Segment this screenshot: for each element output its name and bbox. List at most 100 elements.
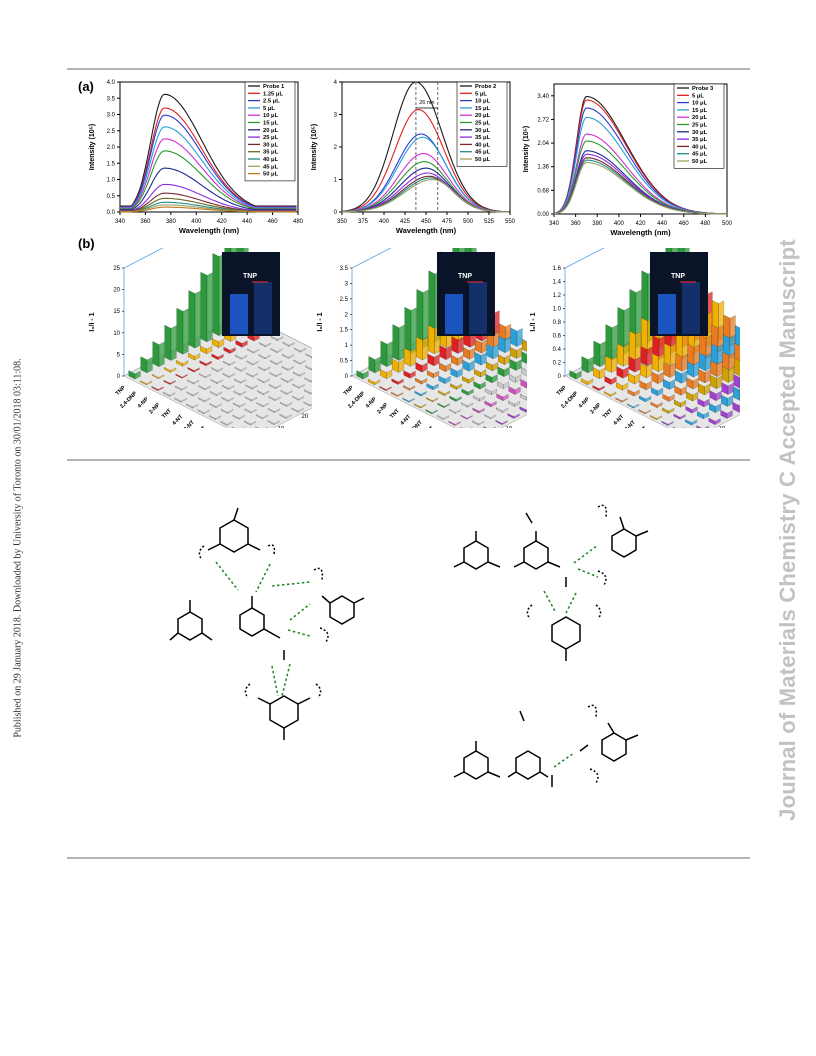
category-label: 4-NP xyxy=(365,396,378,409)
bar-side xyxy=(286,402,293,407)
legend-label: 15 μL xyxy=(263,121,279,127)
bar-side xyxy=(227,397,234,402)
bar-side xyxy=(575,370,582,380)
y-tick-label: 4 xyxy=(334,80,338,86)
bar-side xyxy=(623,343,630,367)
bar-front xyxy=(640,346,648,367)
bar-side xyxy=(491,388,498,396)
category-label: 4-NT xyxy=(171,413,184,426)
bar-side xyxy=(478,420,485,426)
bar-side xyxy=(265,342,272,348)
bar-side xyxy=(420,403,427,409)
y-tick-label: 1.6 xyxy=(553,266,562,272)
bar-side xyxy=(513,413,520,419)
y-tick-label: 0.0 xyxy=(107,210,116,216)
bar-side xyxy=(374,379,381,386)
bar-side xyxy=(275,384,282,389)
bar-side xyxy=(444,390,451,396)
bar-side xyxy=(226,421,233,426)
bar-side xyxy=(525,409,527,413)
bar-side xyxy=(310,380,312,383)
y-tick-label: 1.5 xyxy=(107,161,116,167)
bar-side xyxy=(398,324,405,361)
bar-side xyxy=(421,378,428,385)
bar-front xyxy=(380,340,388,367)
x-tick-label: 375 xyxy=(358,219,369,225)
x-tick-label: 425 xyxy=(400,219,411,225)
legend-label: 10 μL xyxy=(475,99,491,105)
binding-scheme-right-bottom xyxy=(453,704,639,787)
bar-side xyxy=(146,356,153,374)
bar-front xyxy=(176,307,184,355)
y-axis-label: Intensity (10⁵) xyxy=(523,126,530,172)
bar-side xyxy=(490,401,497,408)
y-tick-label: 2.5 xyxy=(340,297,349,303)
quenching-bar-chart-3: 00.20.40.60.81.01.21.41.6I₀/I - 1TNP2,4-… xyxy=(530,248,740,428)
category-label: 4-NT xyxy=(399,413,412,426)
bar-side xyxy=(238,415,245,420)
bar-front xyxy=(255,426,259,428)
x-tick-label: 420 xyxy=(635,221,646,227)
bar-side xyxy=(274,408,281,413)
legend-label: 25 μL xyxy=(475,121,491,127)
bar-front xyxy=(152,341,160,367)
panel-label-b: (b) xyxy=(78,236,95,251)
x-tick-label: 360 xyxy=(140,219,151,225)
bar-side xyxy=(634,373,641,385)
bar-side xyxy=(262,414,269,420)
bar-side xyxy=(516,347,523,359)
y-tick-label: 3.40 xyxy=(537,94,549,100)
category-label: 2-NP xyxy=(148,402,161,415)
bar-side xyxy=(705,353,712,372)
bar-side xyxy=(216,379,223,384)
bar-side xyxy=(193,379,200,385)
bar-side xyxy=(204,397,211,403)
bar-side xyxy=(362,370,369,380)
bar-side xyxy=(622,366,629,379)
bar-side xyxy=(385,386,392,391)
legend-label: 35 μL xyxy=(263,150,279,156)
x-tick-label: 450 xyxy=(421,219,432,225)
rule-bottom xyxy=(67,857,750,859)
bar-front xyxy=(675,353,683,372)
bar-front xyxy=(629,330,636,361)
bar-side xyxy=(240,379,247,384)
bar-side xyxy=(669,363,676,378)
bar-side xyxy=(668,408,675,414)
bar-side xyxy=(611,356,618,373)
bar-side xyxy=(693,344,700,366)
inset-label: TNP xyxy=(458,273,472,280)
ring-e xyxy=(463,750,489,780)
bar-side xyxy=(455,396,462,402)
bar-front xyxy=(200,271,208,343)
bar-side xyxy=(457,355,464,366)
bar-side xyxy=(297,408,304,413)
bar-front xyxy=(699,352,706,372)
shift-annotation: 26 nm xyxy=(419,100,435,106)
bar-front xyxy=(164,324,172,361)
bar-side xyxy=(181,374,188,379)
legend-label: 35 μL xyxy=(475,135,491,141)
bar-side xyxy=(409,385,416,391)
bar-side xyxy=(287,366,294,371)
bar-side xyxy=(667,421,674,426)
series-line xyxy=(120,150,297,210)
bar-side xyxy=(704,369,711,384)
bar-front xyxy=(673,426,676,428)
bar-side xyxy=(502,393,509,401)
bar-front xyxy=(232,426,235,428)
x-tick-label: 420 xyxy=(217,219,228,225)
x-tick-label: 460 xyxy=(679,221,690,227)
bar-front xyxy=(305,353,312,359)
bar-side xyxy=(683,427,686,428)
bar-side xyxy=(469,347,476,360)
bar-side xyxy=(158,341,165,367)
bar-side xyxy=(468,360,475,372)
bar-side xyxy=(170,325,177,361)
y-tick-label: 0.5 xyxy=(340,359,349,365)
bar-side xyxy=(645,395,652,403)
inset-vial-glow xyxy=(230,294,248,334)
bar-side xyxy=(587,378,594,386)
bar-side xyxy=(409,370,416,379)
